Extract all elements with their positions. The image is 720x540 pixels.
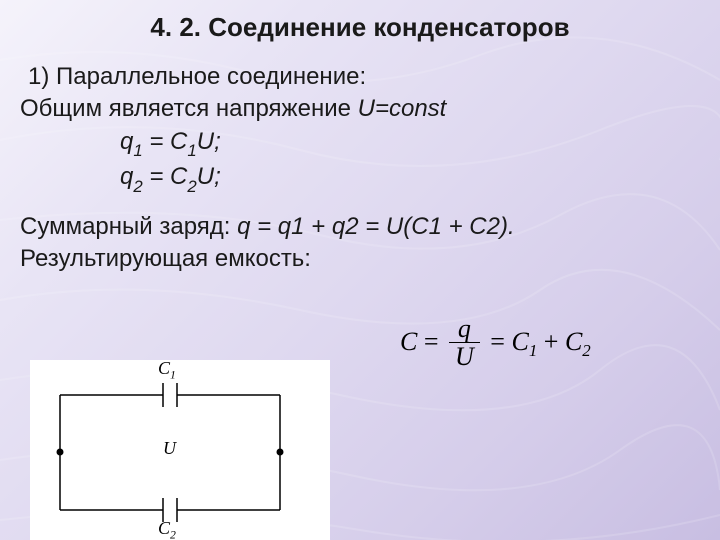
label-u: U bbox=[163, 438, 176, 459]
capacity-formula: C = qU = C1 + C2 bbox=[400, 316, 591, 372]
eq2-mid: = C bbox=[143, 163, 188, 190]
sum-2: 2 bbox=[345, 213, 358, 240]
equation-q1: q1 = C1U; bbox=[120, 126, 700, 161]
eq2-sub: 2 bbox=[133, 177, 142, 196]
line-voltage-common: Общим является напряжение U=const bbox=[20, 93, 700, 125]
sum-pre: Суммарный заряд: bbox=[20, 213, 237, 240]
lc2-s: 2 bbox=[170, 529, 176, 540]
f-c1: C bbox=[511, 327, 528, 356]
line-resulting-capacity: Результирующая емкость: bbox=[20, 243, 700, 275]
f-eq1: = bbox=[417, 327, 445, 356]
line-subtitle: 1) Параллельное соединение: bbox=[28, 61, 700, 93]
lc1-s: 1 bbox=[170, 369, 176, 382]
label-c1: C1 bbox=[158, 358, 176, 382]
sum-c2: 2 bbox=[487, 213, 500, 240]
lc2-c: C bbox=[158, 518, 170, 538]
sum-plus: + q bbox=[305, 213, 346, 240]
slide-content: 4. 2. Соединение конденсаторов 1) Паралл… bbox=[0, 0, 720, 276]
eq1-mid: = C bbox=[143, 128, 188, 155]
eq1-rest: U; bbox=[197, 128, 221, 155]
sum-pc: + C bbox=[442, 213, 487, 240]
line-total-charge: Суммарный заряд: q = q1 + q2 = U(C1 + C2… bbox=[20, 211, 700, 243]
f-num: q bbox=[449, 316, 480, 343]
eq1-q: q bbox=[120, 128, 133, 155]
slide-title: 4. 2. Соединение конденсаторов bbox=[20, 12, 700, 43]
f-eq2: = bbox=[484, 327, 512, 356]
lc1-c: C bbox=[158, 358, 170, 378]
sum-eq: = U(C bbox=[359, 213, 429, 240]
text-u-const: U=const bbox=[358, 95, 447, 122]
text-common-voltage: Общим является напряжение bbox=[20, 95, 358, 122]
eq2-q: q bbox=[120, 163, 133, 190]
f-s1: 1 bbox=[529, 341, 537, 360]
sum-q: q = q bbox=[237, 213, 291, 240]
eq2-csub: 2 bbox=[187, 177, 196, 196]
eq1-sub: 1 bbox=[133, 141, 142, 160]
sum-end: ). bbox=[500, 213, 515, 240]
sum-c1: 1 bbox=[429, 213, 442, 240]
f-fraction: qU bbox=[449, 316, 480, 372]
label-c2: C2 bbox=[158, 518, 176, 540]
f-C: C bbox=[400, 327, 417, 356]
f-plus: + bbox=[537, 327, 565, 356]
f-den: U bbox=[449, 343, 480, 372]
sum-1: 1 bbox=[291, 213, 304, 240]
eq2-rest: U; bbox=[197, 163, 221, 190]
equation-q2: q2 = C2U; bbox=[120, 161, 700, 196]
eq1-csub: 1 bbox=[187, 141, 196, 160]
f-s2: 2 bbox=[582, 341, 590, 360]
circuit-diagram: C1 U C2 bbox=[30, 360, 330, 540]
f-c2: C bbox=[565, 327, 582, 356]
sum-formula: q = q1 + q2 = U(C1 + C2). bbox=[237, 213, 515, 240]
